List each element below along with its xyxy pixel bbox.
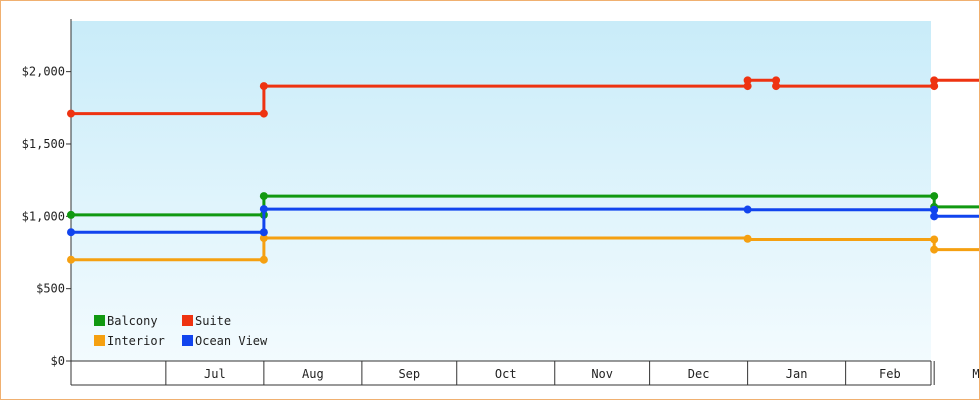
data-point <box>259 109 268 118</box>
data-point <box>930 192 939 201</box>
y-tick-label: $1,500 <box>22 137 65 151</box>
data-point <box>743 205 752 214</box>
x-tick-label: Nov <box>591 367 613 381</box>
legend-label: Suite <box>195 314 231 328</box>
x-axis: JulAugSepOctNovDecJanFebMarAprMayJunJulA… <box>70 360 980 386</box>
legend-label: Ocean View <box>195 334 268 348</box>
series-line <box>71 207 980 234</box>
legend-swatch <box>182 335 193 346</box>
data-point <box>67 210 75 219</box>
data-point <box>259 82 268 91</box>
series-ocean-view <box>67 205 980 237</box>
plot-area <box>71 21 931 361</box>
y-tick-label: $0 <box>51 354 65 368</box>
data-point <box>930 245 939 254</box>
data-point <box>67 228 75 237</box>
x-tick-label: Sep <box>398 367 420 381</box>
data-point <box>930 235 939 244</box>
data-point <box>772 76 781 85</box>
legend: Balcony Suite Interior Ocean View <box>94 314 268 348</box>
legend-label: Interior <box>107 334 165 348</box>
series-line <box>71 236 980 262</box>
data-point <box>259 255 268 264</box>
y-tick-label: $2,000 <box>22 65 65 79</box>
series-interior <box>67 234 980 264</box>
data-point <box>772 82 781 91</box>
y-tick-label: $1,000 <box>22 209 65 223</box>
data-point <box>930 82 939 91</box>
data-point <box>743 82 752 91</box>
y-axis: $0 $500 $1,000 $1,500 $2,000 <box>22 19 72 368</box>
data-point <box>930 205 939 214</box>
x-tick-label: Jan <box>786 367 808 381</box>
legend-swatch <box>94 315 105 326</box>
legend-swatch <box>182 315 193 326</box>
data-point <box>930 212 939 221</box>
x-tick-label: Aug <box>302 367 324 381</box>
data-point <box>67 109 75 118</box>
data-point <box>930 76 939 85</box>
series-suite <box>67 76 980 118</box>
data-point <box>259 205 268 214</box>
data-point <box>743 76 752 85</box>
legend-label: Balcony <box>107 314 158 328</box>
x-tick-label: Dec <box>688 367 710 381</box>
data-point <box>259 234 268 243</box>
legend-swatch <box>94 335 105 346</box>
data-point <box>67 255 75 264</box>
x-tick-label: Feb <box>879 367 901 381</box>
data-point <box>743 234 752 243</box>
series-layer <box>67 76 980 264</box>
x-tick-label: Jul <box>204 367 226 381</box>
y-tick-label: $500 <box>36 282 65 296</box>
x-tick-label: Oct <box>495 367 517 381</box>
data-point <box>259 192 268 201</box>
x-tick-label: Mar <box>972 367 979 381</box>
data-point <box>259 228 268 237</box>
